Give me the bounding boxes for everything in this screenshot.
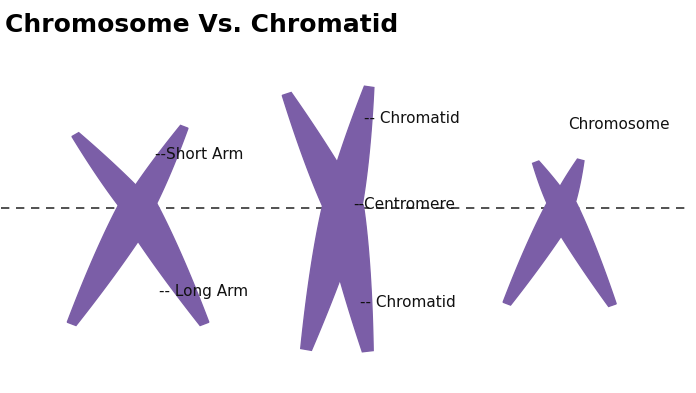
Text: -- Long Arm: -- Long Arm	[159, 284, 248, 299]
Text: -- Chromatid: -- Chromatid	[360, 295, 456, 310]
Polygon shape	[283, 92, 360, 213]
Text: -- Chromatid: -- Chromatid	[363, 111, 459, 126]
Polygon shape	[68, 201, 155, 325]
Circle shape	[334, 200, 352, 215]
Circle shape	[555, 202, 569, 213]
Polygon shape	[532, 161, 572, 212]
Polygon shape	[323, 205, 373, 352]
Polygon shape	[325, 86, 374, 210]
Text: --Short Arm: --Short Arm	[155, 147, 244, 162]
Text: --Centromere: --Centromere	[354, 197, 455, 212]
Text: Chromosome: Chromosome	[569, 117, 670, 132]
Polygon shape	[72, 133, 150, 215]
Text: Chromosome Vs. Chromatid: Chromosome Vs. Chromatid	[5, 13, 398, 37]
Polygon shape	[301, 204, 363, 350]
Polygon shape	[120, 201, 209, 325]
Polygon shape	[547, 203, 616, 307]
Polygon shape	[551, 159, 584, 211]
Circle shape	[129, 200, 147, 215]
Polygon shape	[125, 125, 188, 213]
Polygon shape	[503, 202, 576, 305]
